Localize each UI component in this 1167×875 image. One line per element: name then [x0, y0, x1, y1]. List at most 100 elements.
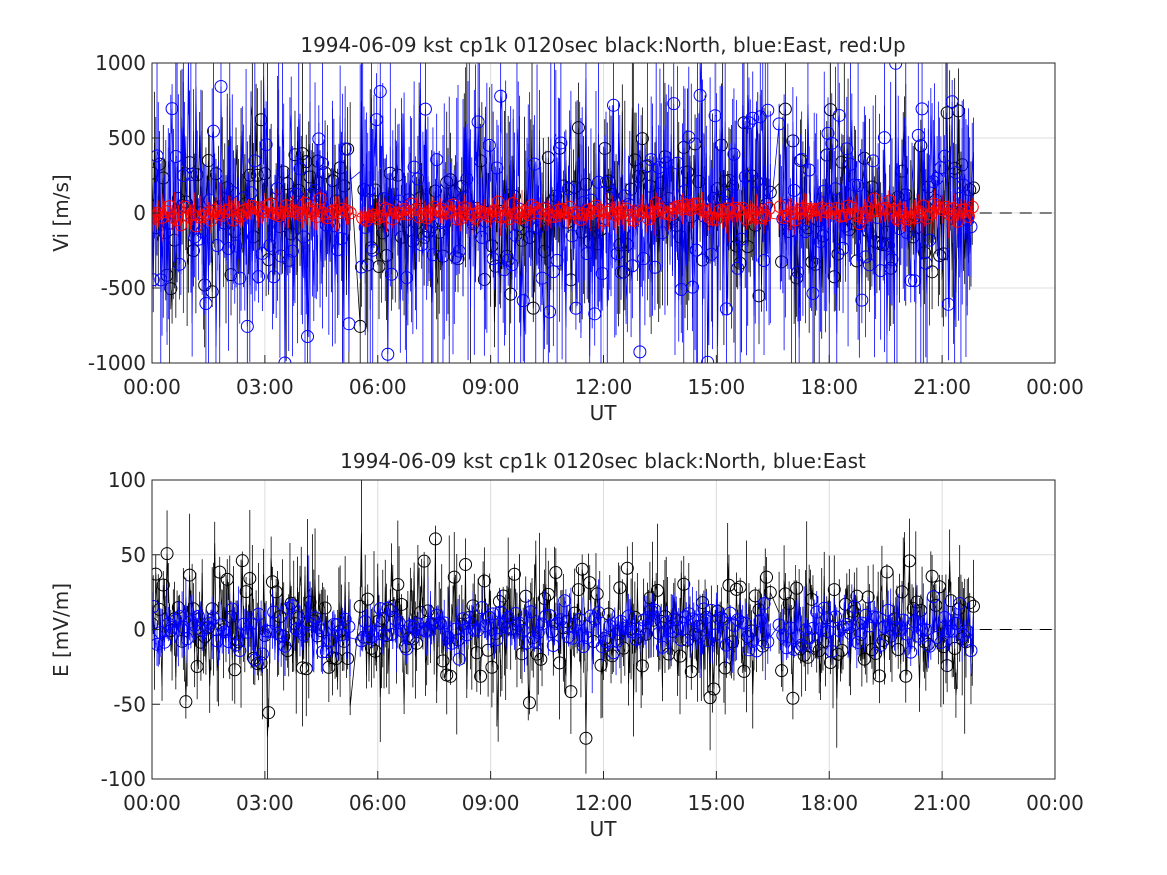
e-data-point	[885, 622, 899, 636]
vi-data-point	[627, 213, 641, 227]
vi-y-axis-label: Vi [m/s]	[49, 174, 73, 251]
vi-data-point	[514, 211, 528, 225]
vi-data-point	[867, 192, 881, 206]
vi-x-axis-label: UT	[590, 401, 618, 425]
e-y-axis-label: E [mV/m]	[49, 583, 73, 677]
vi-data-point	[961, 209, 975, 223]
vi-data-point	[747, 210, 761, 224]
vi-data-point	[615, 205, 629, 219]
e-data-point	[240, 625, 254, 639]
e-data-point	[445, 636, 459, 650]
e-x-axis: 00:00 03:00 06:00 09:00 12:00 15:00 18:0…	[123, 791, 1084, 815]
vi-data-point	[965, 200, 979, 214]
vi-data-point	[822, 202, 836, 216]
vi-xtick-label: 09:00	[462, 375, 520, 399]
e-data-point	[475, 601, 489, 615]
e-data-point	[497, 617, 511, 631]
e-ytick-label: -50	[113, 692, 146, 716]
e-xtick-label: 00:00	[123, 791, 181, 815]
e-data-point	[949, 616, 963, 630]
e-data-point	[806, 621, 820, 635]
e-data-point	[588, 612, 602, 626]
vi-y-axis: -1000 -500 0 500 1000	[88, 51, 146, 375]
e-plot-area	[152, 480, 1055, 779]
vi-xtick-label: 00:00	[1026, 375, 1084, 399]
vi-data-point	[442, 205, 456, 219]
e-data-point	[282, 601, 296, 615]
e-ytick-label: 0	[133, 618, 146, 642]
e-ytick-label: 50	[121, 543, 146, 567]
e-data-point	[763, 586, 777, 600]
vi-data-point	[506, 197, 520, 211]
vi-ytick-label: 0	[133, 201, 146, 225]
vi-data-point	[931, 200, 945, 214]
e-data-point	[829, 610, 843, 624]
vi-data-point	[597, 213, 610, 227]
vi-xtick-label: 21:00	[913, 375, 971, 399]
e-panel: 1994-06-09 kst cp1k 0120sec black:North,…	[49, 449, 1084, 841]
e-data-point	[960, 624, 974, 638]
vi-xtick-label: 06:00	[349, 375, 407, 399]
e-data-point	[358, 615, 372, 629]
vi-data-point	[174, 218, 188, 232]
vi-data-point	[788, 213, 802, 227]
vi-data-point	[845, 201, 859, 215]
vi-xtick-label: 03:00	[236, 375, 294, 399]
e-data-point	[866, 610, 880, 624]
e-xtick-label: 21:00	[913, 791, 971, 815]
vi-xtick-label: 00:00	[123, 375, 181, 399]
vi-xtick-label: 15:00	[688, 375, 746, 399]
e-title: 1994-06-09 kst cp1k 0120sec black:North,…	[340, 449, 866, 473]
vi-xtick-label: 18:00	[800, 375, 858, 399]
e-series-line	[152, 588, 974, 666]
e-data-point	[915, 623, 929, 637]
e-xtick-label: 15:00	[688, 791, 746, 815]
vi-data-point	[879, 201, 893, 215]
e-data-point	[874, 638, 888, 652]
vi-data-point	[758, 209, 772, 223]
vi-data-point	[905, 210, 919, 224]
e-data-point	[342, 620, 356, 634]
e-xtick-label: 18:00	[800, 791, 858, 815]
vi-ytick-label: 500	[108, 126, 146, 150]
vi-data-point	[313, 192, 327, 206]
e-data-point	[206, 611, 220, 625]
e-data-point	[433, 616, 447, 630]
e-xtick-label: 03:00	[236, 791, 294, 815]
e-data-point	[746, 634, 760, 648]
vi-data-point	[343, 206, 357, 220]
e-xtick-label: 09:00	[462, 791, 520, 815]
e-data-point	[742, 643, 756, 657]
vi-data-point	[275, 205, 289, 219]
vi-series-up	[152, 182, 979, 242]
e-data-point	[437, 616, 451, 630]
vi-panel: 1994-06-09 kst cp1k 0120sec black:North,…	[49, 33, 1084, 425]
vi-series-line	[152, 198, 974, 227]
vi-ytick-label: 1000	[95, 51, 146, 75]
e-x-axis-label: UT	[590, 817, 618, 841]
vi-data-point	[234, 209, 248, 223]
vi-data-point	[178, 200, 192, 214]
vi-data-point	[898, 210, 911, 224]
e-ytick-label: 100	[108, 468, 146, 492]
e-xtick-label: 12:00	[575, 791, 633, 815]
vi-ytick-label: -500	[101, 276, 146, 300]
e-y-axis: -100 -50 0 50 100	[101, 468, 146, 791]
e-series-east	[152, 555, 978, 694]
vi-plot-area	[152, 63, 1055, 363]
vi-x-axis: 00:00 03:00 06:00 09:00 12:00 15:00 18:0…	[123, 375, 1084, 399]
vi-data-point	[882, 194, 896, 208]
e-xtick-label: 06:00	[349, 791, 407, 815]
e-ytick-label: -100	[101, 767, 146, 791]
vi-xtick-label: 12:00	[575, 375, 633, 399]
vi-data-point	[796, 202, 810, 216]
vi-title: 1994-06-09 kst cp1k 0120sec black:North,…	[300, 33, 905, 57]
e-data-point	[637, 613, 651, 627]
vi-series-line	[152, 63, 974, 363]
e-data-point	[689, 613, 703, 627]
e-data-point	[591, 606, 605, 620]
vi-ytick-label: -1000	[88, 351, 146, 375]
e-xtick-label: 00:00	[1026, 791, 1084, 815]
vi-data-point	[837, 208, 851, 222]
